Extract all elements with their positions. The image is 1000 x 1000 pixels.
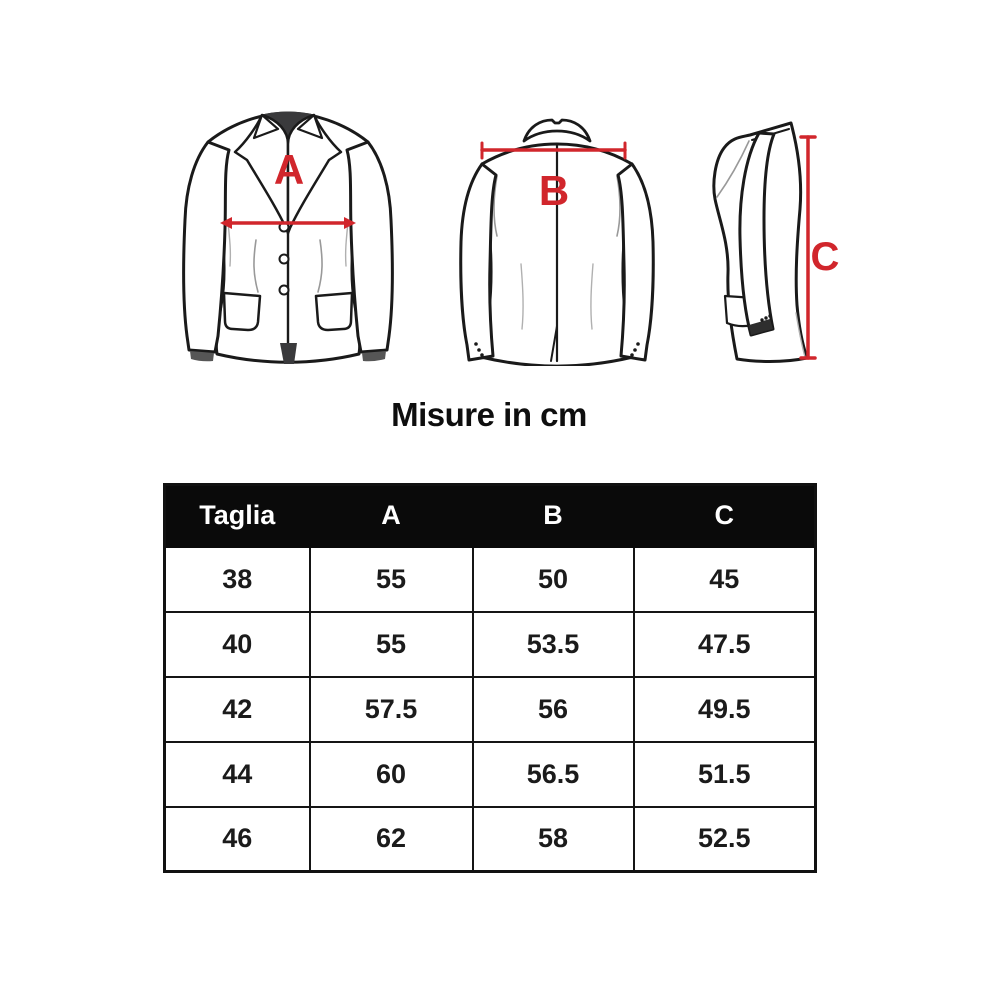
back-collar <box>522 118 592 143</box>
front-left-collar <box>252 113 280 140</box>
front-left-sleeve <box>182 140 231 354</box>
side-cuff-button <box>764 316 768 320</box>
cell-c: 49.5 <box>632 675 817 743</box>
front-right-dart <box>317 239 323 293</box>
back-cuff-button <box>636 342 640 346</box>
cell-b: 56.5 <box>471 740 635 808</box>
cell-taglia: 46 <box>163 805 311 873</box>
back-cuff-button <box>477 348 481 352</box>
front-right-sleeve <box>345 140 394 354</box>
front-left-lapel <box>233 113 290 235</box>
table-row: 42 57.5 56 49.5 <box>163 675 817 743</box>
size-table-header-row: Taglia A B C <box>163 483 817 548</box>
measurement-arrow-right-icon <box>344 217 356 229</box>
cell-b: 58 <box>471 805 635 873</box>
measurement-arrow-left-icon <box>220 217 232 229</box>
cell-c: 47.5 <box>632 610 817 678</box>
cell-c: 52.5 <box>632 805 817 873</box>
cell-a: 62 <box>308 805 474 873</box>
table-row: 40 55 53.5 47.5 <box>163 610 817 678</box>
side-cuff <box>749 319 773 335</box>
back-jacket-illustration: B <box>459 118 655 366</box>
measurement-label-a: A <box>274 146 304 193</box>
side-sketch-line <box>795 312 806 358</box>
front-hem-gap <box>280 343 297 364</box>
back-left-sleeve <box>459 162 498 362</box>
front-right-cuff <box>362 351 386 362</box>
cell-a: 55 <box>308 610 474 678</box>
front-left-pocket <box>222 291 262 332</box>
table-row: 38 55 50 45 <box>163 545 817 613</box>
back-cuff-button <box>480 353 484 357</box>
table-row: 44 60 56.5 51.5 <box>163 740 817 808</box>
cell-b: 53.5 <box>471 610 635 678</box>
back-cuff-button <box>630 353 634 357</box>
header-cell-b: B <box>471 483 635 548</box>
back-vent-line <box>550 325 558 362</box>
side-cuff-button <box>760 318 764 322</box>
front-left-cuff <box>190 351 214 362</box>
front-jacket-illustration: A <box>182 111 394 364</box>
back-sketch-line <box>493 175 498 237</box>
cell-taglia: 40 <box>163 610 311 678</box>
back-sketch-line <box>520 263 524 330</box>
table-row: 46 62 58 52.5 <box>163 805 817 873</box>
measurement-label-b: B <box>539 167 569 214</box>
size-table: Taglia A B C 38 55 50 45 40 55 53.5 47.5 <box>163 483 817 873</box>
front-right-collar <box>296 113 324 140</box>
back-sketch-line <box>590 263 594 330</box>
cell-taglia: 44 <box>163 740 311 808</box>
side-lapel-roll-line <box>716 140 750 198</box>
front-left-dart <box>253 239 259 293</box>
front-right-pocket <box>314 291 354 332</box>
back-sketch-line <box>616 175 621 237</box>
back-right-sleeve <box>616 162 655 362</box>
header-cell-c: C <box>632 483 817 548</box>
back-cuff-button <box>474 342 478 346</box>
header-cell-a: A <box>308 483 474 548</box>
cell-b: 56 <box>471 675 635 743</box>
side-cuff-button <box>768 314 772 318</box>
front-button <box>278 284 290 296</box>
cell-a: 55 <box>308 545 474 613</box>
measurement-label-c: C <box>811 235 840 279</box>
side-jacket-illustration: C <box>712 121 840 363</box>
back-cuff-button <box>633 348 637 352</box>
cell-c: 45 <box>632 545 817 613</box>
cell-a: 57.5 <box>308 675 474 743</box>
page-title: Misure in cm <box>391 396 587 433</box>
cell-c: 51.5 <box>632 740 817 808</box>
cell-taglia: 42 <box>163 675 311 743</box>
cell-b: 50 <box>471 545 635 613</box>
cell-taglia: 38 <box>163 545 311 613</box>
cell-a: 60 <box>308 740 474 808</box>
front-button <box>278 253 290 265</box>
header-cell-taglia: Taglia <box>163 483 311 548</box>
front-right-lapel <box>286 113 343 235</box>
